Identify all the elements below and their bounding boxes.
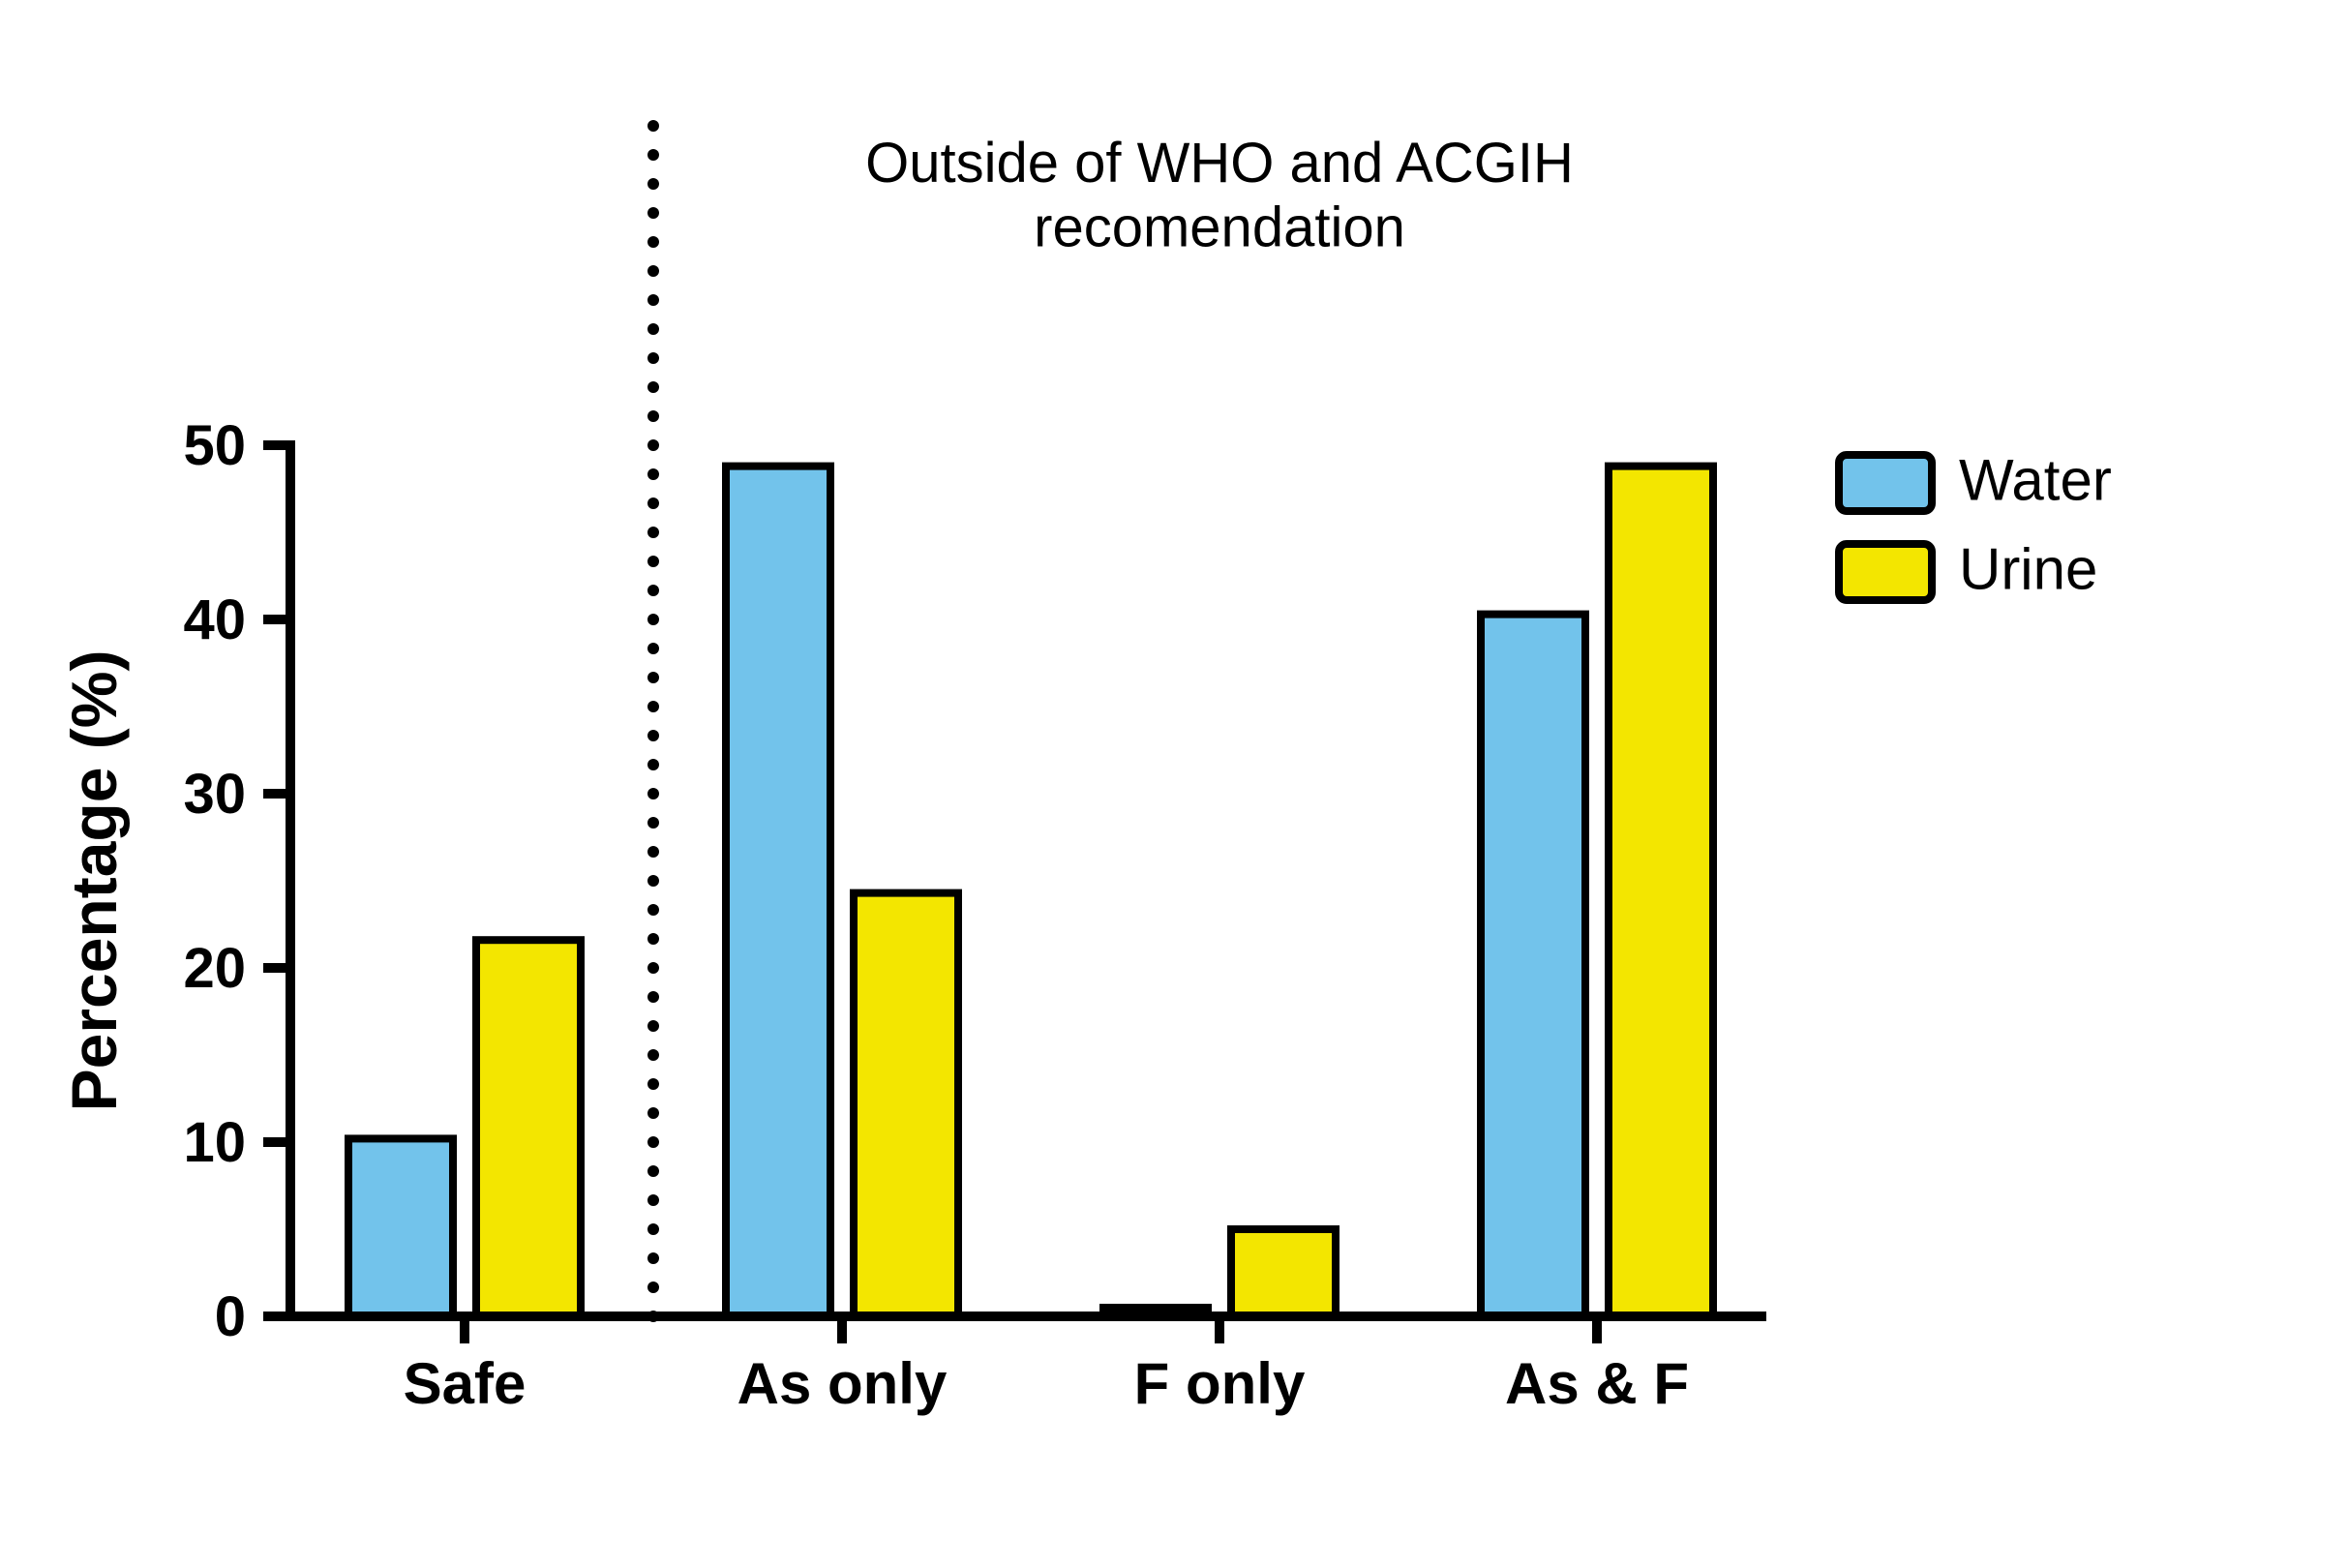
x-tick-label: As & F bbox=[1505, 1351, 1689, 1416]
legend-label-water: Water bbox=[1959, 447, 2112, 512]
y-tick-label: 10 bbox=[183, 1111, 246, 1174]
bar-urine-0 bbox=[476, 940, 581, 1316]
legend-label-urine: Urine bbox=[1959, 536, 2097, 601]
bar-urine-3 bbox=[1609, 467, 1713, 1316]
annotation-line: recomendation bbox=[1034, 196, 1405, 259]
annotation-line: Outside of WHO and ACGIH bbox=[865, 132, 1574, 195]
x-tick-label: Safe bbox=[404, 1351, 527, 1416]
y-tick-label: 30 bbox=[183, 763, 246, 826]
x-tick-label: F only bbox=[1134, 1351, 1306, 1416]
y-tick-label: 50 bbox=[183, 414, 246, 477]
bar-water-1 bbox=[726, 467, 830, 1316]
bar-chart: Outside of WHO and ACGIHrecomendation 0 10… bbox=[0, 0, 2348, 1568]
y-tick-label: 40 bbox=[183, 588, 246, 651]
legend-swatch-water bbox=[1839, 455, 1932, 511]
legend-swatch-urine bbox=[1839, 544, 1932, 600]
bar-urine-1 bbox=[854, 893, 958, 1316]
y-tick-label: 20 bbox=[183, 937, 246, 1000]
bar-water-0 bbox=[348, 1138, 453, 1316]
bar-urine-2 bbox=[1231, 1229, 1336, 1316]
y-axis-title: Percentage (%) bbox=[58, 650, 130, 1112]
bar-water-3 bbox=[1481, 615, 1585, 1316]
y-tick-label: 0 bbox=[215, 1285, 246, 1348]
x-tick-label: As only bbox=[738, 1351, 948, 1416]
